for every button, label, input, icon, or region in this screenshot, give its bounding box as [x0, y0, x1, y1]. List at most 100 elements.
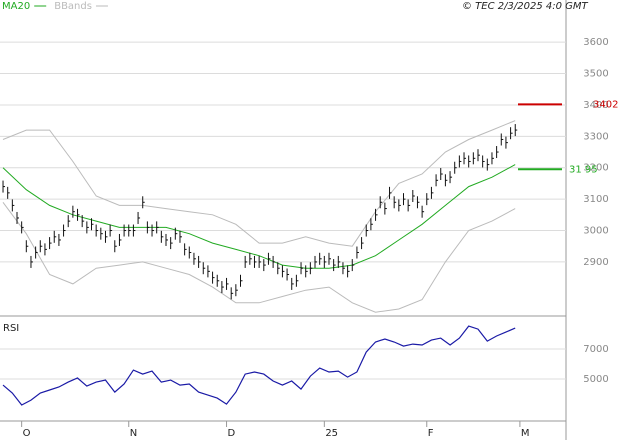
y-tick-label: 3100	[583, 194, 608, 205]
price-bar	[240, 274, 243, 287]
y-tick-label: 3200	[583, 163, 608, 174]
y-tick-label: 3400	[583, 100, 608, 111]
x-tick-label: O	[23, 428, 31, 439]
price-bar	[118, 233, 122, 246]
price-bar	[337, 255, 341, 268]
line-series	[2, 202, 516, 313]
price-bar	[491, 152, 494, 165]
price-bar	[226, 277, 229, 290]
price-bar	[407, 199, 411, 212]
price-bar	[458, 155, 462, 168]
price-bar	[207, 265, 210, 278]
price-bar	[347, 265, 350, 278]
price-bar	[39, 240, 43, 253]
price-bar	[416, 196, 420, 209]
price-bar	[463, 152, 467, 165]
price-bar	[16, 211, 19, 224]
price-bar	[193, 252, 196, 265]
price-bar	[72, 205, 75, 218]
price-bar	[272, 255, 276, 268]
price-bar	[472, 152, 476, 165]
price-bar	[356, 246, 359, 259]
price-bar	[221, 281, 224, 294]
price-bar	[314, 255, 318, 268]
price-bar	[132, 224, 136, 237]
price-bar	[91, 218, 94, 231]
price-bar	[216, 274, 220, 287]
price-bar	[449, 171, 453, 184]
price-bar	[258, 255, 262, 268]
price-bar	[2, 180, 6, 193]
price-bar	[174, 227, 178, 240]
price-bar	[160, 230, 164, 243]
price-bar	[468, 155, 471, 168]
price-bar	[281, 265, 285, 278]
price-bar	[393, 196, 397, 209]
price-bar	[235, 284, 238, 297]
price-bar	[109, 224, 113, 237]
line-series	[2, 325, 516, 406]
price-bar	[277, 262, 280, 275]
y-tick-label: 3000	[583, 226, 608, 237]
price-bar	[375, 208, 378, 221]
price-bar	[253, 255, 257, 268]
x-tick-label: F	[428, 428, 434, 439]
price-bar	[291, 277, 294, 290]
price-bar	[123, 224, 127, 237]
price-bar	[295, 274, 299, 287]
price-bar	[319, 252, 322, 265]
price-bar	[244, 255, 248, 268]
price-bar	[482, 155, 485, 168]
legend-label: MA20	[2, 1, 30, 12]
price-bar	[333, 259, 336, 272]
ma-last-label: 31 95	[569, 164, 598, 175]
x-tick-label: D	[228, 428, 236, 439]
price-bar	[328, 252, 331, 265]
price-bar	[100, 227, 103, 240]
price-bar	[230, 287, 234, 300]
line-series	[2, 164, 516, 269]
price-bar	[53, 230, 57, 243]
price-bar	[389, 186, 392, 199]
price-bar	[146, 221, 150, 234]
price-bar	[184, 243, 187, 256]
price-bar	[263, 259, 266, 272]
price-bar	[49, 237, 52, 250]
price-bar	[486, 158, 490, 171]
price-bar	[412, 189, 415, 202]
price-bar	[7, 186, 10, 199]
price-bar	[305, 265, 308, 278]
price-bar	[156, 221, 159, 234]
price-bar	[104, 230, 108, 243]
legend-label: BBands	[54, 1, 92, 12]
price-bar	[202, 262, 206, 275]
price-bar	[249, 252, 252, 265]
y-tick-label: 3300	[583, 131, 608, 142]
price-bar	[188, 246, 192, 259]
price-bar	[500, 133, 504, 146]
y-tick-label: 3600	[583, 37, 608, 48]
price-bar	[11, 199, 15, 212]
price-bar	[430, 186, 434, 199]
price-bar	[30, 255, 33, 268]
price-bar	[505, 136, 508, 149]
price-bar	[67, 215, 71, 228]
price-bar	[114, 240, 117, 253]
price-bar	[370, 218, 373, 231]
price-bar	[365, 224, 369, 237]
price-bar	[496, 146, 499, 159]
y-tick-label: 3500	[583, 69, 608, 80]
price-bar	[137, 211, 141, 224]
price-bar	[440, 168, 443, 181]
y-tick-label: 7000	[583, 344, 608, 355]
x-tick-label: 25	[325, 428, 338, 439]
price-bar	[309, 262, 313, 275]
price-bar	[63, 224, 66, 237]
price-bar	[402, 193, 406, 206]
price-bar	[128, 224, 131, 237]
price-bar	[323, 255, 327, 268]
price-bar	[426, 193, 429, 206]
price-bar	[286, 268, 290, 281]
